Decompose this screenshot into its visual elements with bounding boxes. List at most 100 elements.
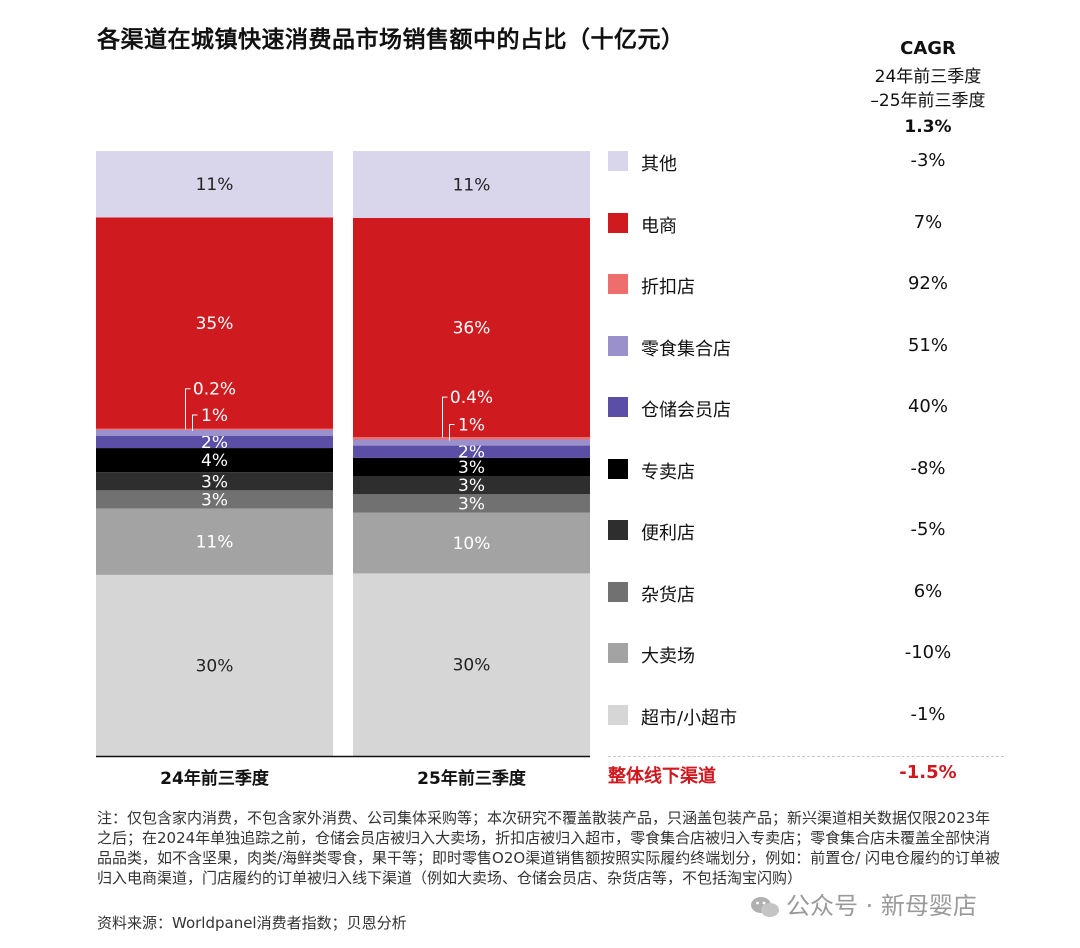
bar-segment — [353, 437, 590, 440]
data-label: 11% — [453, 175, 491, 195]
total-label: 整体线下渠道 — [608, 766, 716, 787]
legend-item: 便利店 -5% — [608, 519, 1008, 544]
legend-cagr: 92% — [907, 273, 948, 294]
data-label: 3% — [201, 490, 228, 510]
bar-segment — [353, 445, 590, 458]
legend-label: 专卖店 — [641, 461, 695, 483]
legend-swatch — [608, 643, 628, 663]
data-label: 35% — [196, 314, 234, 334]
callout-line — [442, 396, 448, 438]
bar-segment — [353, 439, 590, 446]
total-cagr: -1.5% — [899, 762, 957, 783]
bar-segment — [96, 490, 333, 509]
data-label: 36% — [453, 319, 491, 339]
legend-swatch — [608, 520, 628, 540]
legend-item: 超市/小超市 -1% — [608, 703, 1008, 729]
legend-swatch — [608, 397, 628, 417]
cagr-period-line2: –25年前三季度 — [870, 91, 986, 111]
legend-swatch — [608, 704, 628, 725]
data-label: 11% — [196, 533, 234, 553]
legend-item: 折扣店 92% — [608, 273, 1008, 298]
data-label: 1% — [458, 416, 485, 436]
cagr-total: 1.3% — [904, 117, 952, 137]
legend-label: 仓储会员店 — [641, 400, 731, 421]
legend-cagr: -8% — [910, 457, 946, 479]
legend-label: 杂货店 — [641, 584, 695, 606]
data-label: 3% — [458, 494, 485, 514]
total-divider — [608, 756, 1004, 757]
callout-line — [192, 414, 198, 431]
bar-segment — [353, 573, 590, 756]
legend-cagr: 40% — [907, 396, 948, 417]
bar-segment — [353, 457, 590, 477]
legend-label: 大卖场 — [641, 646, 695, 667]
bar-segment — [353, 476, 590, 495]
legend-label: 电商 — [641, 215, 677, 237]
legend-swatch — [608, 458, 628, 479]
legend-cagr: 7% — [913, 211, 943, 233]
legend-label: 便利店 — [641, 523, 695, 544]
bar-segment — [96, 429, 333, 436]
watermark: 公众号 · 新母婴店 — [750, 886, 977, 921]
legend-cagr: -1% — [910, 703, 946, 725]
callout-line — [185, 388, 191, 430]
wechat-icon — [751, 897, 779, 917]
data-label: 30% — [196, 656, 234, 676]
bar-segment — [96, 574, 333, 756]
cagr-period-line1: 24年前三季度 — [874, 67, 982, 87]
bar-segment — [96, 428, 333, 430]
x-axis-label-2024: 24年前三季度 — [160, 769, 269, 789]
bar-segment — [96, 435, 333, 449]
callout-line — [449, 424, 455, 441]
legend-item: 专卖店 -8% — [608, 457, 1008, 483]
bar-segment — [353, 512, 590, 574]
bar-segment — [96, 448, 333, 473]
data-label: 3% — [458, 458, 485, 478]
data-label: 0.2% — [193, 380, 236, 400]
stacked-bar-chart: 30%11%3%3%4%2%35%11%0.2%1%30%10%3%3%3%2%… — [96, 151, 590, 758]
bar-segment — [96, 508, 333, 575]
legend-label: 折扣店 — [641, 277, 695, 298]
legend-item: 其他 -3% — [608, 150, 1008, 175]
legend-label: 其他 — [641, 154, 677, 175]
bar-segment — [353, 217, 590, 438]
legend-item: 零食集合店 51% — [608, 334, 1008, 360]
bar-segment — [96, 472, 333, 491]
legend-label: 超市/小超市 — [641, 707, 738, 729]
cagr-header: CAGR — [900, 38, 956, 59]
legend-cagr: 51% — [907, 334, 948, 356]
legend-label: 零食集合店 — [641, 338, 731, 360]
data-label: 3% — [201, 472, 228, 492]
legend-item: 大卖场 -10% — [608, 642, 1008, 667]
legend-item: 杂货店 6% — [608, 580, 1008, 606]
chart-title: 各渠道在城镇快速消费品市场销售额中的占比（十亿元） — [97, 27, 685, 53]
data-label: 4% — [201, 451, 228, 471]
data-label: 2% — [201, 433, 228, 453]
x-axis-label-2025: 25年前三季度 — [417, 769, 526, 789]
legend-swatch — [608, 274, 628, 294]
bar-segment — [353, 494, 590, 513]
legend-swatch — [608, 212, 628, 233]
source-note: 资料来源：Worldpanel消费者指数；贝恩分析 — [97, 914, 407, 932]
legend-cagr: -5% — [910, 519, 946, 540]
watermark-text: 公众号 · 新母婴店 — [786, 892, 977, 920]
legend-swatch — [608, 581, 628, 602]
data-label: 1% — [201, 406, 228, 426]
legend-swatch — [608, 151, 628, 171]
footnote: 注：仅包含家内消费，不包含家外消费、公司集体采购等；本次研究不覆盖散装产品，只涵… — [97, 809, 1001, 887]
legend-swatch — [608, 335, 628, 356]
bar-segment — [96, 217, 333, 429]
bar-segment — [353, 151, 590, 218]
legend-cagr: 6% — [913, 580, 943, 602]
total-row: 整体线下渠道 -1.5% — [608, 762, 1008, 787]
data-label: 3% — [458, 476, 485, 496]
bar-segment — [96, 151, 333, 218]
data-label: 10% — [453, 534, 491, 554]
data-label: 0.4% — [450, 388, 493, 408]
data-label: 11% — [196, 175, 234, 195]
legend-cagr: -10% — [904, 642, 952, 663]
legend-item: 电商 7% — [608, 211, 1008, 237]
legend-item: 仓储会员店 40% — [608, 396, 1008, 421]
data-label: 2% — [458, 443, 485, 463]
data-label: 30% — [453, 656, 491, 676]
